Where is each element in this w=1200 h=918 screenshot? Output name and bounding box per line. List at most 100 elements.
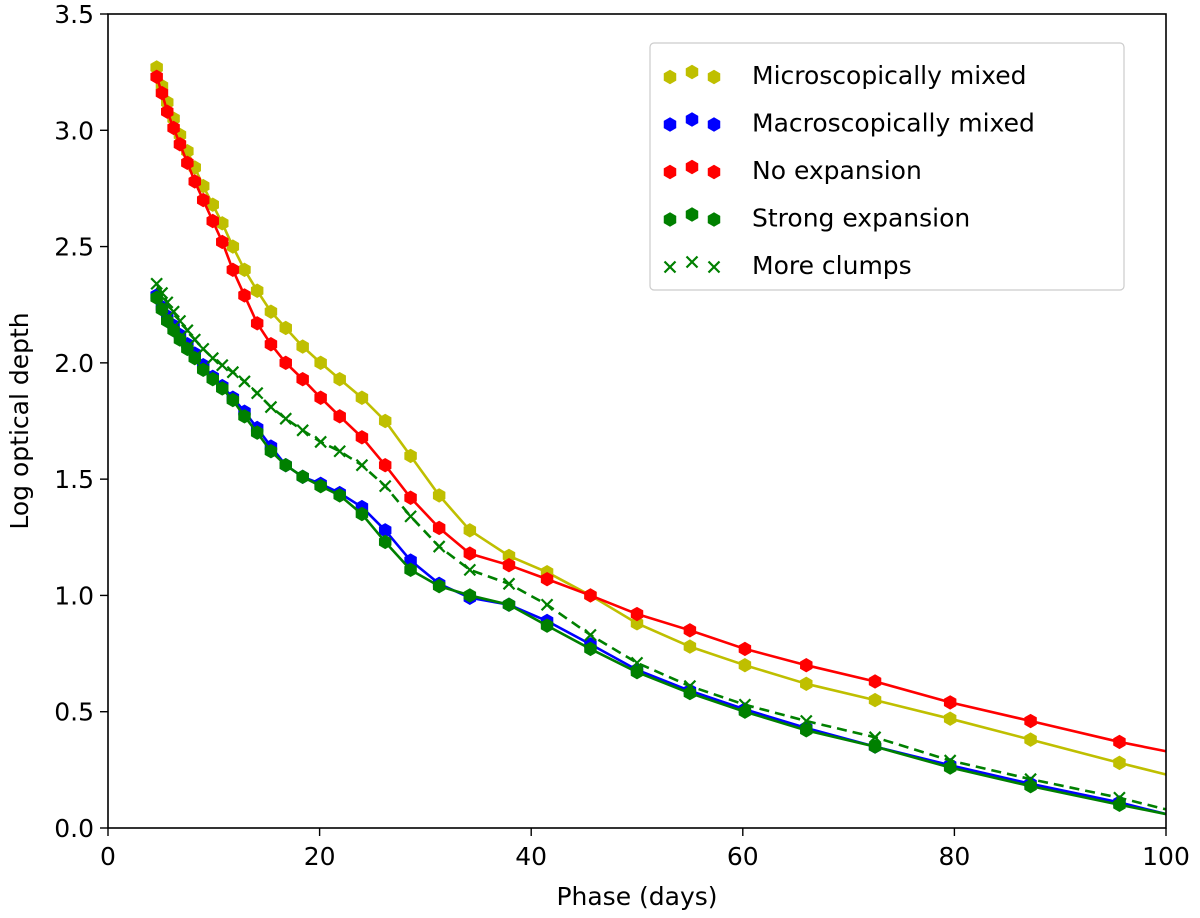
data-point [584, 588, 597, 603]
legend-marker [663, 212, 677, 227]
data-point [584, 641, 597, 657]
data-point [196, 192, 210, 208]
y-tick-label: 2.0 [54, 349, 94, 378]
series-3 [150, 69, 1167, 753]
data-point [540, 571, 554, 587]
legend-marker [707, 69, 721, 85]
data-point [404, 448, 417, 464]
data-point [279, 412, 293, 425]
legend-marker [663, 164, 677, 180]
data-point [264, 304, 278, 319]
data-point [161, 104, 174, 119]
legend-label: More clumps [752, 251, 912, 280]
data-point [630, 616, 644, 631]
data-point [238, 288, 251, 303]
data-point [314, 390, 327, 405]
data-point [432, 488, 446, 503]
data-point [378, 479, 392, 493]
data-point [296, 469, 309, 485]
data-point [378, 534, 392, 550]
data-point [800, 714, 813, 728]
data-point [250, 386, 264, 400]
data-point [738, 641, 752, 657]
x-tick-label: 40 [515, 842, 547, 871]
data-point [216, 381, 229, 396]
data-point [1024, 732, 1037, 747]
data-point [463, 523, 477, 538]
data-point [868, 739, 882, 754]
data-point [296, 339, 309, 354]
data-point [683, 679, 697, 693]
data-point [238, 375, 251, 388]
data-point [502, 577, 516, 591]
data-point [943, 711, 957, 726]
data-point [206, 371, 219, 387]
data-point [355, 430, 369, 445]
legend-marker [685, 64, 699, 80]
data-point [943, 695, 957, 710]
data-point [502, 597, 516, 612]
data-point [279, 457, 292, 473]
series-layer [150, 60, 1167, 816]
legend: Microscopically mixed Macroscopically mix… [649, 42, 1125, 291]
data-point [738, 658, 752, 673]
data-point [161, 313, 174, 329]
series-line [155, 283, 1167, 811]
data-point [333, 444, 346, 458]
data-point [800, 676, 813, 692]
y-tick-label: 1.0 [54, 581, 94, 610]
data-point [181, 155, 194, 171]
data-point [238, 409, 251, 424]
x-tick-label: 0 [100, 842, 116, 871]
legend-marker [663, 69, 677, 85]
data-point [868, 692, 882, 708]
data-point [206, 351, 220, 365]
data-point [432, 520, 446, 536]
data-point [181, 324, 194, 337]
data-point [216, 216, 229, 231]
data-point [188, 351, 201, 366]
y-tick-label: 1.5 [54, 465, 94, 494]
data-point [226, 262, 240, 278]
data-point [683, 623, 697, 638]
series-5 [150, 277, 1167, 811]
data-point [1024, 713, 1037, 729]
data-point [215, 358, 229, 372]
data-point [314, 435, 327, 449]
data-point [333, 409, 346, 424]
data-point [502, 557, 516, 573]
data-point [630, 606, 644, 622]
data-point [206, 213, 219, 229]
data-point [173, 137, 187, 152]
data-point [404, 562, 417, 578]
data-point [800, 658, 813, 673]
data-point [314, 478, 327, 494]
data-point [333, 488, 346, 503]
data-point [333, 371, 346, 387]
data-point [355, 506, 369, 522]
data-point [296, 371, 309, 387]
data-point [150, 69, 163, 84]
legend-label: No expansion [752, 156, 922, 185]
x-tick-label: 100 [1142, 842, 1190, 871]
data-point [800, 723, 813, 738]
data-point [250, 425, 264, 440]
data-point [404, 510, 417, 523]
data-point [540, 618, 554, 633]
legend-label: Microscopically mixed [752, 61, 1026, 90]
legend-entry: No expansion [663, 156, 922, 185]
x-axis: 0 20 40 60 80 100 [100, 828, 1190, 871]
data-point [630, 664, 644, 680]
data-point [584, 628, 597, 642]
data-point [432, 578, 446, 594]
data-point [1113, 791, 1126, 805]
legend-marker [707, 260, 721, 274]
legend-marker [685, 207, 699, 222]
data-point [355, 458, 369, 472]
data-point [196, 362, 210, 378]
data-point [226, 392, 240, 408]
legend-entry: Microscopically mixed [663, 61, 1026, 90]
legend-marker [707, 212, 721, 227]
data-point [196, 342, 210, 356]
